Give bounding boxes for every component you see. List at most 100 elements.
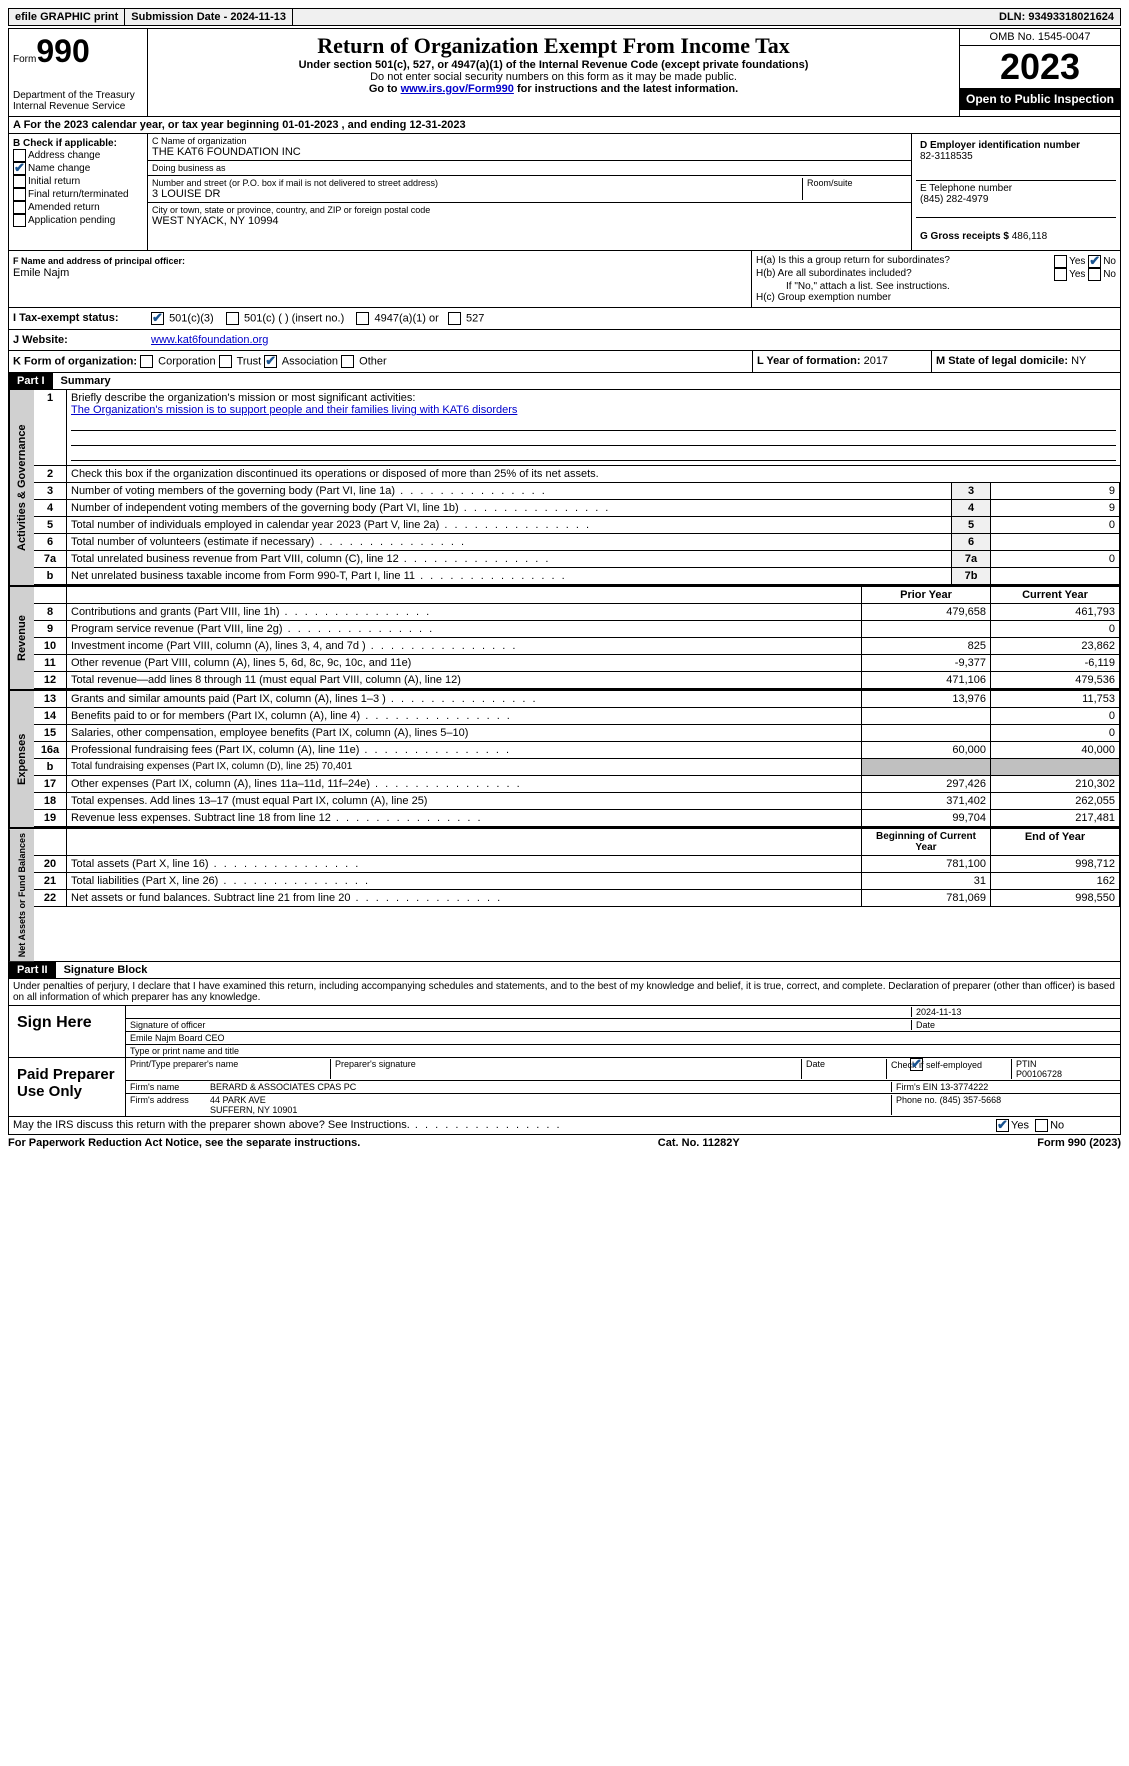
irs-link[interactable]: www.irs.gov/Form990 [401,83,514,95]
name-label: C Name of organization [152,136,907,146]
form-title: Return of Organization Exempt From Incom… [152,33,955,59]
mission-text[interactable]: The Organization's mission is to support… [71,404,517,416]
col-end: End of Year [991,829,1120,856]
mission-label: Briefly describe the organization's miss… [71,392,415,404]
vlabel-expenses: Expenses [9,691,34,827]
vlabel-governance: Activities & Governance [9,390,34,585]
prep-phone: (845) 357-5668 [940,1095,1002,1105]
sign-date: 2024-11-13 [911,1007,1116,1017]
firm-addr2: SUFFERN, NY 10901 [210,1105,297,1115]
efile-button[interactable]: efile GRAPHIC print [9,9,125,25]
hc-label: H(c) Group exemption number [756,292,1116,303]
ein: 82-3118535 [920,151,1112,162]
submission-date: Submission Date - 2024-11-13 [125,9,293,25]
subtitle-1: Under section 501(c), 527, or 4947(a)(1)… [152,59,955,71]
form-number: 990 [36,33,89,69]
col-current: Current Year [991,587,1120,604]
cb-self-emp[interactable] [910,1058,923,1071]
name-title-label: Type or print name and title [130,1046,239,1056]
sig-date-label: Date [911,1020,1116,1030]
subtitle-2: Do not enter social security numbers on … [152,71,955,83]
hb-label: H(b) Are all subordinates included? [756,268,1054,281]
org-info-row: B Check if applicable: Address change Na… [8,134,1121,251]
cb-discuss-no[interactable] [1035,1119,1048,1132]
cb-501c[interactable] [226,312,239,325]
part2-header: Part II [9,962,56,978]
state-val: NY [1071,355,1086,367]
addr-label: Number and street (or P.O. box if mail i… [152,178,802,188]
cb-trust[interactable] [219,355,232,368]
goto-prefix: Go to [369,83,401,95]
tax-status-label: I Tax-exempt status: [9,308,147,329]
section-a-tax-year: A For the 2023 calendar year, or tax yea… [8,117,1121,134]
website-link[interactable]: www.kat6foundation.org [151,334,268,346]
org-name: THE KAT6 FOUNDATION INC [152,146,907,158]
cb-corp[interactable] [140,355,153,368]
sign-here-label: Sign Here [9,1006,126,1057]
year-form-label: L Year of formation: [757,355,861,367]
cb-527[interactable] [448,312,461,325]
firm-name-label: Firm's name [130,1082,210,1092]
cb-initial-return[interactable] [13,175,26,188]
phone-label: E Telephone number [920,183,1112,194]
officer-name-title: Emile Najm Board CEO [130,1033,225,1043]
sig-officer-label: Signature of officer [130,1020,911,1030]
cb-501c3[interactable] [151,312,164,325]
line3-val: 9 [991,483,1120,500]
part2-title: Signature Block [56,962,156,978]
footer-right: Form 990 (2023) [1037,1137,1121,1149]
open-public-badge: Open to Public Inspection [960,88,1120,110]
vlabel-revenue: Revenue [9,587,34,689]
form-prefix: Form [13,54,36,65]
ptin: P00106728 [1016,1069,1062,1079]
cb-hb-yes[interactable] [1054,268,1067,281]
cb-assoc[interactable] [264,355,277,368]
prep-print-label: Print/Type preparer's name [130,1059,330,1079]
firm-addr1: 44 PARK AVE [210,1095,266,1105]
discuss-question: May the IRS discuss this return with the… [13,1119,996,1132]
cb-hb-no[interactable] [1088,268,1101,281]
dept-treasury: Department of the Treasury Internal Reve… [13,90,143,112]
omb-number: OMB No. 1545-0047 [960,29,1120,46]
goto-suffix: for instructions and the latest informat… [514,83,738,95]
cb-other[interactable] [341,355,354,368]
prep-sig-label: Preparer's signature [330,1059,801,1079]
preparer-label: Paid Preparer Use Only [9,1058,126,1116]
dln: DLN: 93493318021624 [993,9,1120,25]
ha-label: H(a) Is this a group return for subordin… [756,255,1054,268]
hb-note: If "No," attach a list. See instructions… [756,281,1116,292]
prep-date-label: Date [801,1059,886,1079]
website-label: J Website: [9,330,147,350]
part1-title: Summary [53,373,119,389]
vlabel-netassets: Net Assets or Fund Balances [9,829,34,961]
cb-name-change[interactable] [13,162,26,175]
room-label: Room/suite [807,178,907,188]
gross-label: G Gross receipts $ [920,231,1009,242]
ein-label: D Employer identification number [920,140,1112,151]
officer-label: F Name and address of principal officer: [13,256,185,266]
gross-receipts: 486,118 [1012,231,1047,242]
footer-mid: Cat. No. 11282Y [658,1137,740,1149]
form-header: Form990 Department of the Treasury Inter… [8,28,1121,117]
firm-name: BERARD & ASSOCIATES CPAS PC [210,1082,891,1092]
cb-amended[interactable] [13,201,26,214]
cb-ha-no[interactable] [1088,255,1101,268]
state-label: M State of legal domicile: [936,355,1068,367]
firm-addr-label: Firm's address [130,1095,210,1115]
cb-app-pending[interactable] [13,214,26,227]
officer-name: Emile Najm [13,267,69,279]
footer-left: For Paperwork Reduction Act Notice, see … [8,1137,360,1149]
dba-label: Doing business as [152,163,907,173]
firm-ein: 13-3774222 [940,1082,988,1092]
line3-desc: Number of voting members of the governin… [67,483,952,500]
cb-discuss-yes[interactable] [996,1119,1009,1132]
col-begin: Beginning of Current Year [862,829,991,856]
cb-ha-yes[interactable] [1054,255,1067,268]
year-form-val: 2017 [864,355,888,367]
declaration: Under penalties of perjury, I declare th… [8,979,1121,1006]
line2: Check this box if the organization disco… [71,468,599,480]
col-prior: Prior Year [862,587,991,604]
phone: (845) 282-4979 [920,194,1112,205]
cb-4947[interactable] [356,312,369,325]
cb-final-return[interactable] [13,188,26,201]
